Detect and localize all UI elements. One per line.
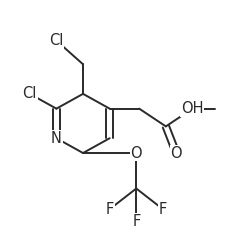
Text: N: N xyxy=(51,131,62,146)
Text: F: F xyxy=(132,213,140,228)
Text: O: O xyxy=(131,145,142,160)
Text: Cl: Cl xyxy=(23,86,37,101)
Text: Cl: Cl xyxy=(49,33,64,48)
Text: F: F xyxy=(159,202,167,217)
Text: F: F xyxy=(106,202,114,217)
Text: OH: OH xyxy=(181,101,204,116)
Text: O: O xyxy=(170,145,182,160)
